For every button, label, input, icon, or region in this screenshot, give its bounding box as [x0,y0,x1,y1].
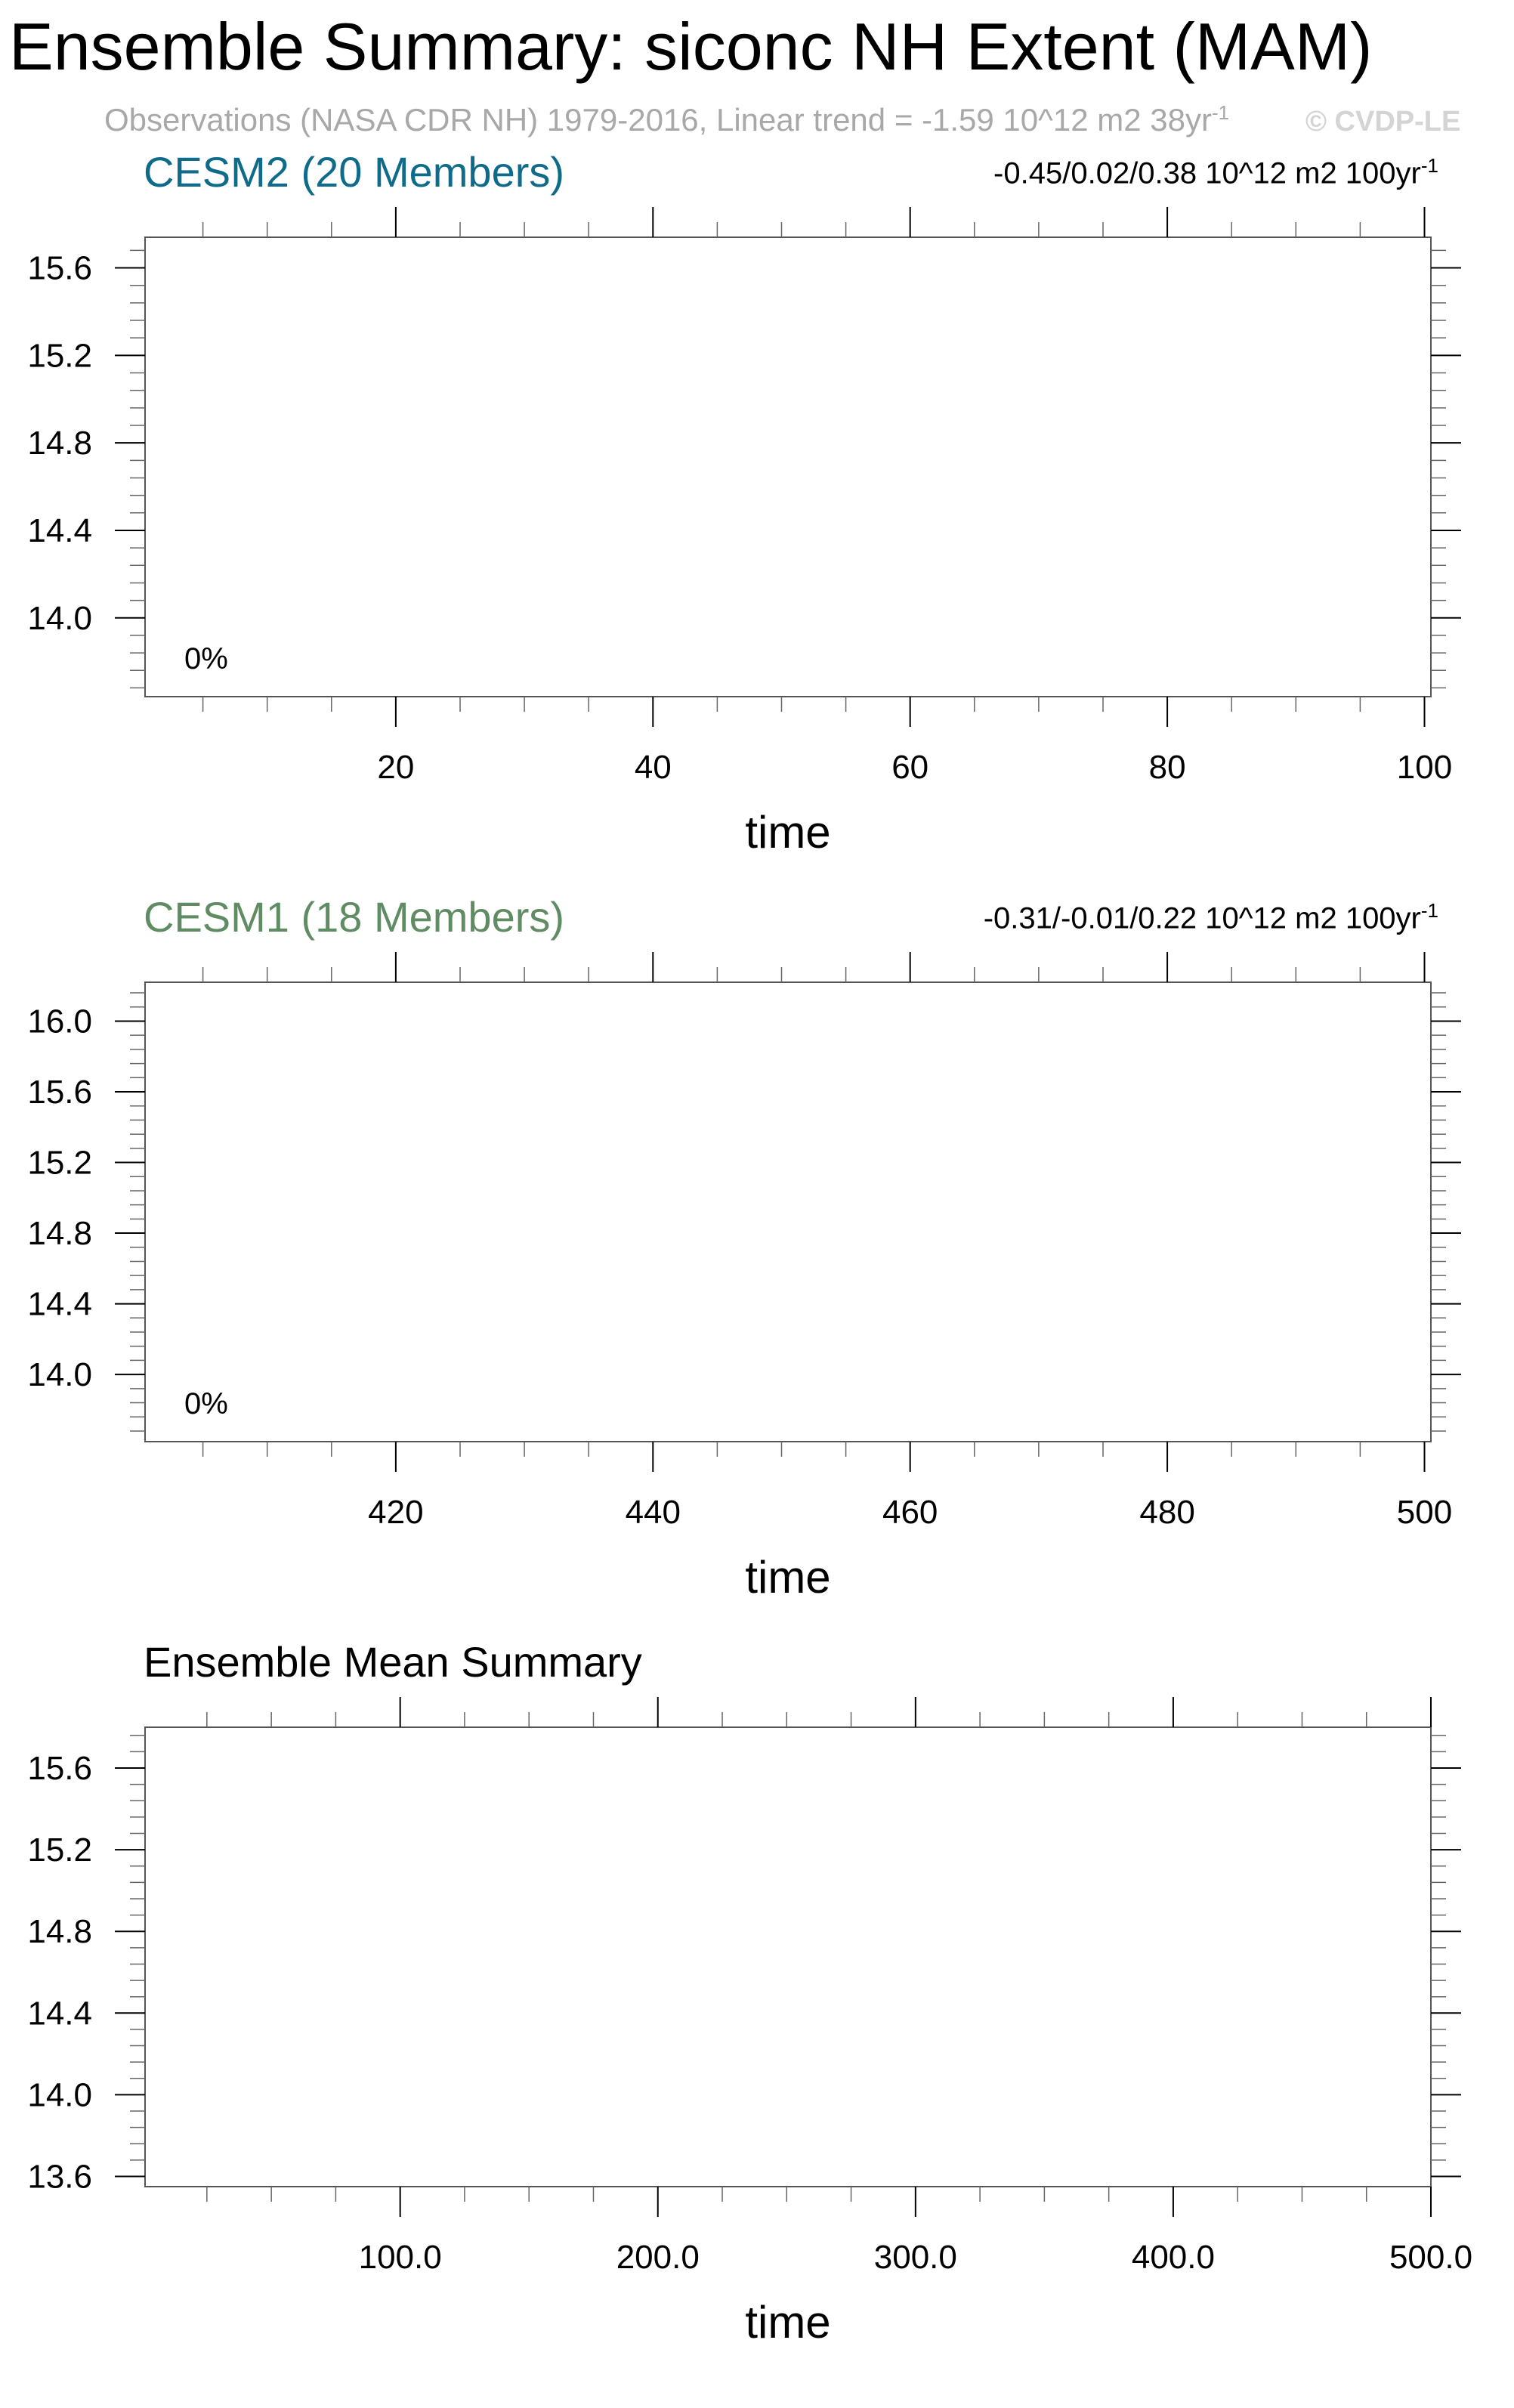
x-tick-label: 100.0 [359,2239,442,2276]
x-tick-label: 40 [635,749,672,786]
x-tick-label: 480 [1139,1494,1194,1531]
y-tick-label: 14.0 [27,2076,92,2113]
y-tick-label: 14.4 [27,1286,92,1323]
x-axis-label: time [745,2297,830,2348]
x-tick-label: 200.0 [616,2239,700,2276]
percent-label-cesm1: 0% [184,1387,228,1420]
panel-title-cesm2: CESM2 (20 Members) [144,148,565,196]
x-tick-label: 300.0 [874,2239,957,2276]
x-tick-label: 20 [377,749,414,786]
stats-superscript: -1 [1420,154,1438,177]
y-tick-label: 15.2 [27,337,92,374]
y-tick-label: 14.4 [27,1995,92,2032]
y-tick-label: 15.6 [27,1750,92,1787]
plot-frame [144,1726,1432,2187]
x-axis-label: time [745,807,830,858]
x-axis-label: time [745,1552,830,1603]
stats-text: -0.31/-0.01/0.22 10^12 m2 100yr [983,901,1421,935]
y-tick-label: 14.8 [27,425,92,462]
plot-frame [144,236,1432,697]
y-tick-label: 16.0 [27,1003,92,1040]
y-tick-label: 15.6 [27,250,92,287]
stats-superscript: -1 [1420,899,1438,922]
y-tick-label: 15.2 [27,1145,92,1182]
y-tick-label: 14.4 [27,512,92,549]
subtitle-text: Observations (NASA CDR NH) 1979-2016, Li… [104,102,1212,138]
panel-title-cesm1: CESM1 (18 Members) [144,893,565,941]
x-tick-label: 460 [882,1494,938,1531]
y-tick-label: 14.0 [27,1356,92,1393]
panel-stats-cesm2: -0.45/0.02/0.38 10^12 m2 100yr-1 [993,156,1438,188]
x-tick-label: 80 [1149,749,1186,786]
x-tick-label: 500.0 [1389,2239,1472,2276]
y-tick-label: 15.2 [27,1832,92,1869]
stats-text: -0.45/0.02/0.38 10^12 m2 100yr [993,156,1421,190]
y-tick-label: 14.8 [27,1215,92,1252]
panel-stats-cesm1: -0.31/-0.01/0.22 10^12 m2 100yr-1 [984,901,1438,933]
x-tick-label: 60 [891,749,928,786]
x-tick-label: 100 [1397,749,1452,786]
x-tick-label: 420 [368,1494,423,1531]
y-tick-label: 15.6 [27,1074,92,1111]
x-tick-label: 440 [626,1494,681,1531]
plot-frame [144,981,1432,1442]
observations-subtitle: Observations (NASA CDR NH) 1979-2016, Li… [104,103,1229,136]
y-tick-label: 14.0 [27,600,92,637]
cvdp-watermark: © CVDP-LE [1305,106,1461,138]
y-tick-label: 13.6 [27,2158,92,2195]
subtitle-superscript: -1 [1211,101,1230,124]
y-tick-label: 14.8 [27,1913,92,1950]
panel-title-ensemble-mean: Ensemble Mean Summary [144,1638,642,1686]
figure-title: Ensemble Summary: siconc NH Extent (MAM) [9,9,1373,84]
x-tick-label: 500 [1397,1494,1452,1531]
x-tick-label: 400.0 [1132,2239,1215,2276]
percent-label-cesm2: 0% [184,642,228,675]
